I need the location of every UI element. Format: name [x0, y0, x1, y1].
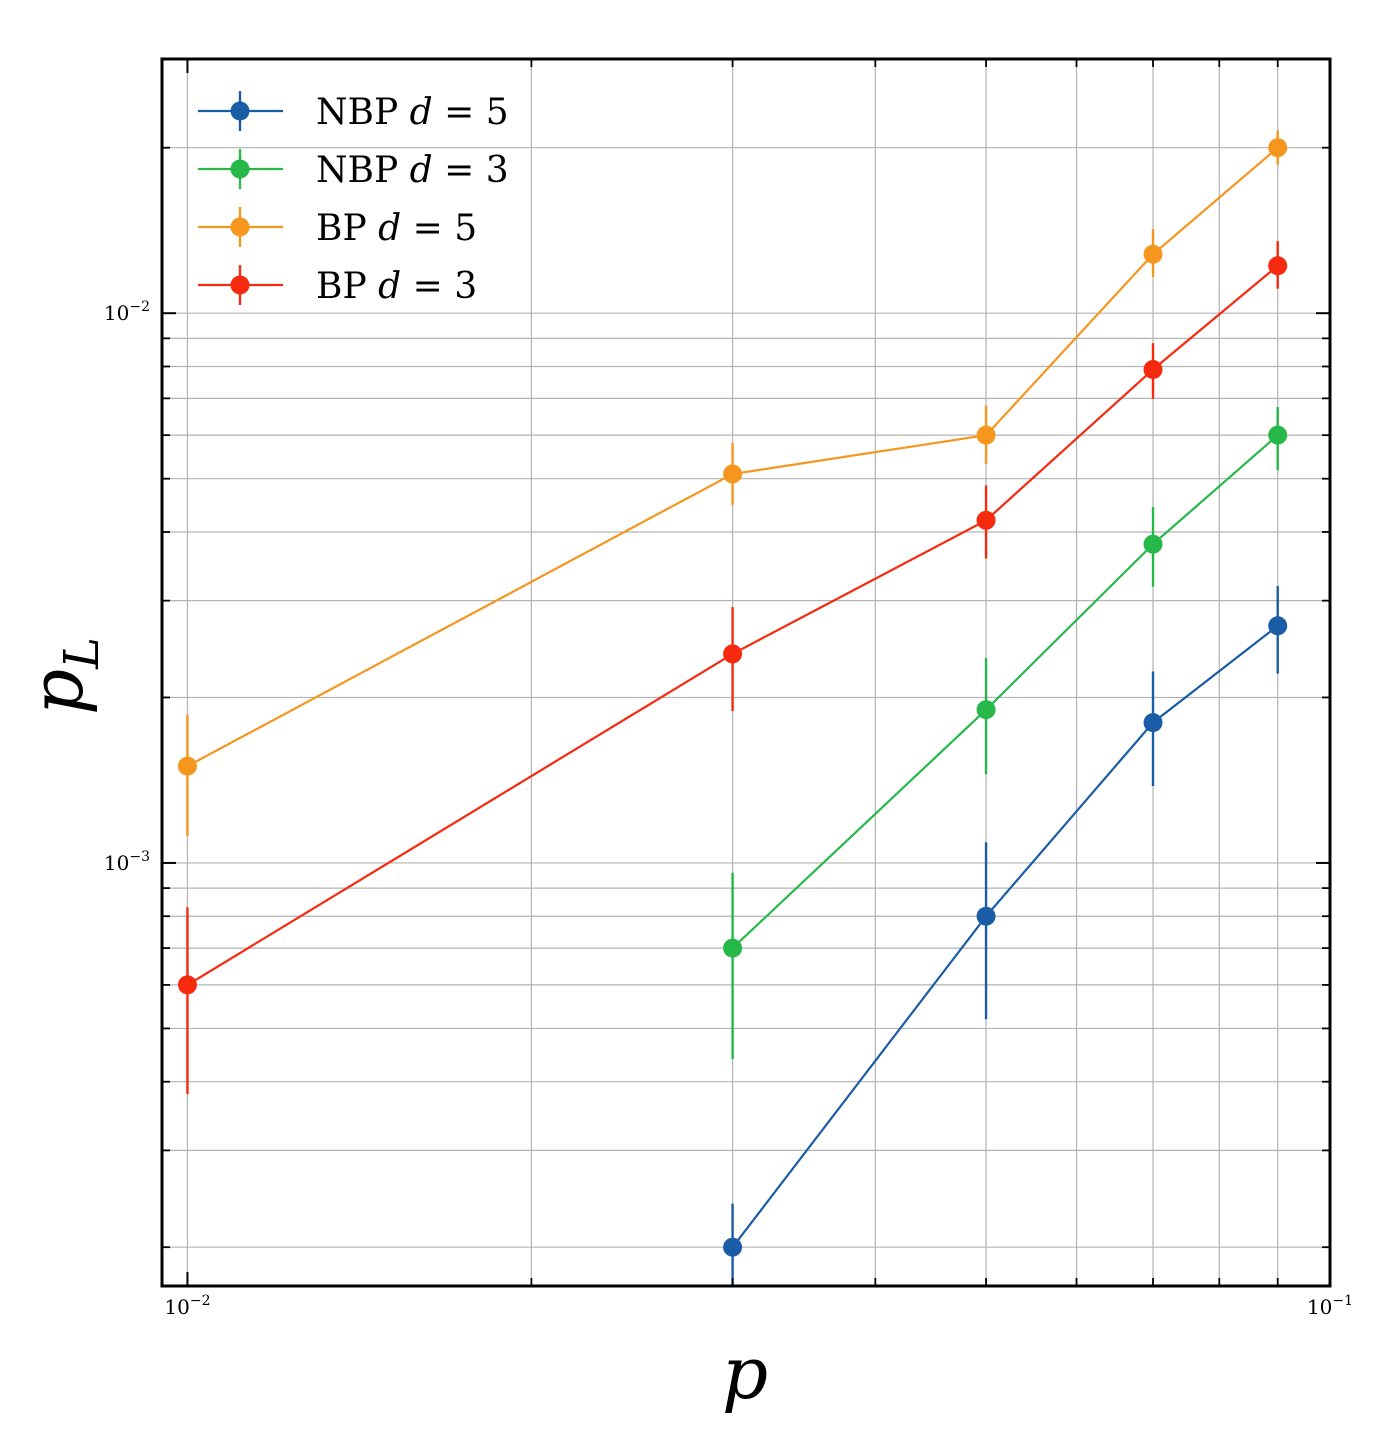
grid — [162, 59, 1331, 1286]
data-point — [1268, 425, 1288, 445]
y-tick-label: 10−2 — [104, 299, 150, 325]
data-point — [177, 975, 197, 995]
series-bp-d-5 — [177, 130, 1288, 836]
y-axis-label-main: p — [15, 669, 99, 715]
plot-frame — [160, 57, 1332, 1288]
y-axis-label-subscript: L — [54, 637, 110, 670]
series-nbp-d-3 — [723, 407, 1288, 1059]
data-point — [177, 756, 197, 776]
y-tick-label: 10−3 — [104, 849, 150, 875]
data-point — [976, 510, 996, 530]
x-tick-label: 10−2 — [164, 1293, 210, 1319]
series-nbp-d-5 — [723, 585, 1288, 1286]
data-point — [976, 425, 996, 445]
data-point — [1143, 359, 1163, 379]
series-line — [731, 434, 1279, 949]
tick-labels: 10−2 10−1 10−3 10−2 — [104, 299, 1353, 1319]
legend-marker — [230, 217, 250, 237]
x-tick-label: 10−1 — [1307, 1293, 1353, 1319]
legend-marker — [230, 159, 250, 179]
data-point — [1143, 534, 1163, 554]
legend-marker — [230, 101, 250, 121]
legend-label: NBP d = 5 — [316, 92, 509, 133]
data-point — [976, 700, 996, 720]
data-point — [723, 1237, 743, 1257]
legend-item: BP d = 3 — [198, 265, 477, 307]
y-axis-label-group: pL — [15, 637, 110, 715]
data-point — [976, 906, 996, 926]
data-point — [1268, 256, 1288, 276]
svg-text:pL: pL — [15, 637, 110, 715]
legend-item: NBP d = 3 — [198, 149, 509, 191]
data-point — [723, 464, 743, 484]
data-point — [1143, 244, 1163, 264]
data-point — [1268, 138, 1288, 158]
data-point — [723, 938, 743, 958]
legend-label: BP d = 3 — [316, 266, 477, 307]
data-point — [1268, 616, 1288, 636]
series-layer — [177, 130, 1288, 1286]
series-bp-d-3 — [177, 241, 1288, 1094]
data-point — [723, 644, 743, 664]
legend: NBP d = 5 NBP d = 3 BP d = 5 BP d = 3 — [198, 91, 509, 307]
series-line — [731, 624, 1279, 1248]
legend-label: BP d = 5 — [316, 208, 477, 249]
legend-item: NBP d = 5 — [198, 91, 509, 133]
legend-item: BP d = 5 — [198, 207, 477, 249]
axes-frame — [160, 57, 1332, 1288]
legend-marker — [230, 275, 250, 295]
data-point — [1143, 713, 1163, 733]
legend-label: NBP d = 3 — [316, 150, 509, 191]
x-axis-label: p — [722, 1331, 768, 1415]
